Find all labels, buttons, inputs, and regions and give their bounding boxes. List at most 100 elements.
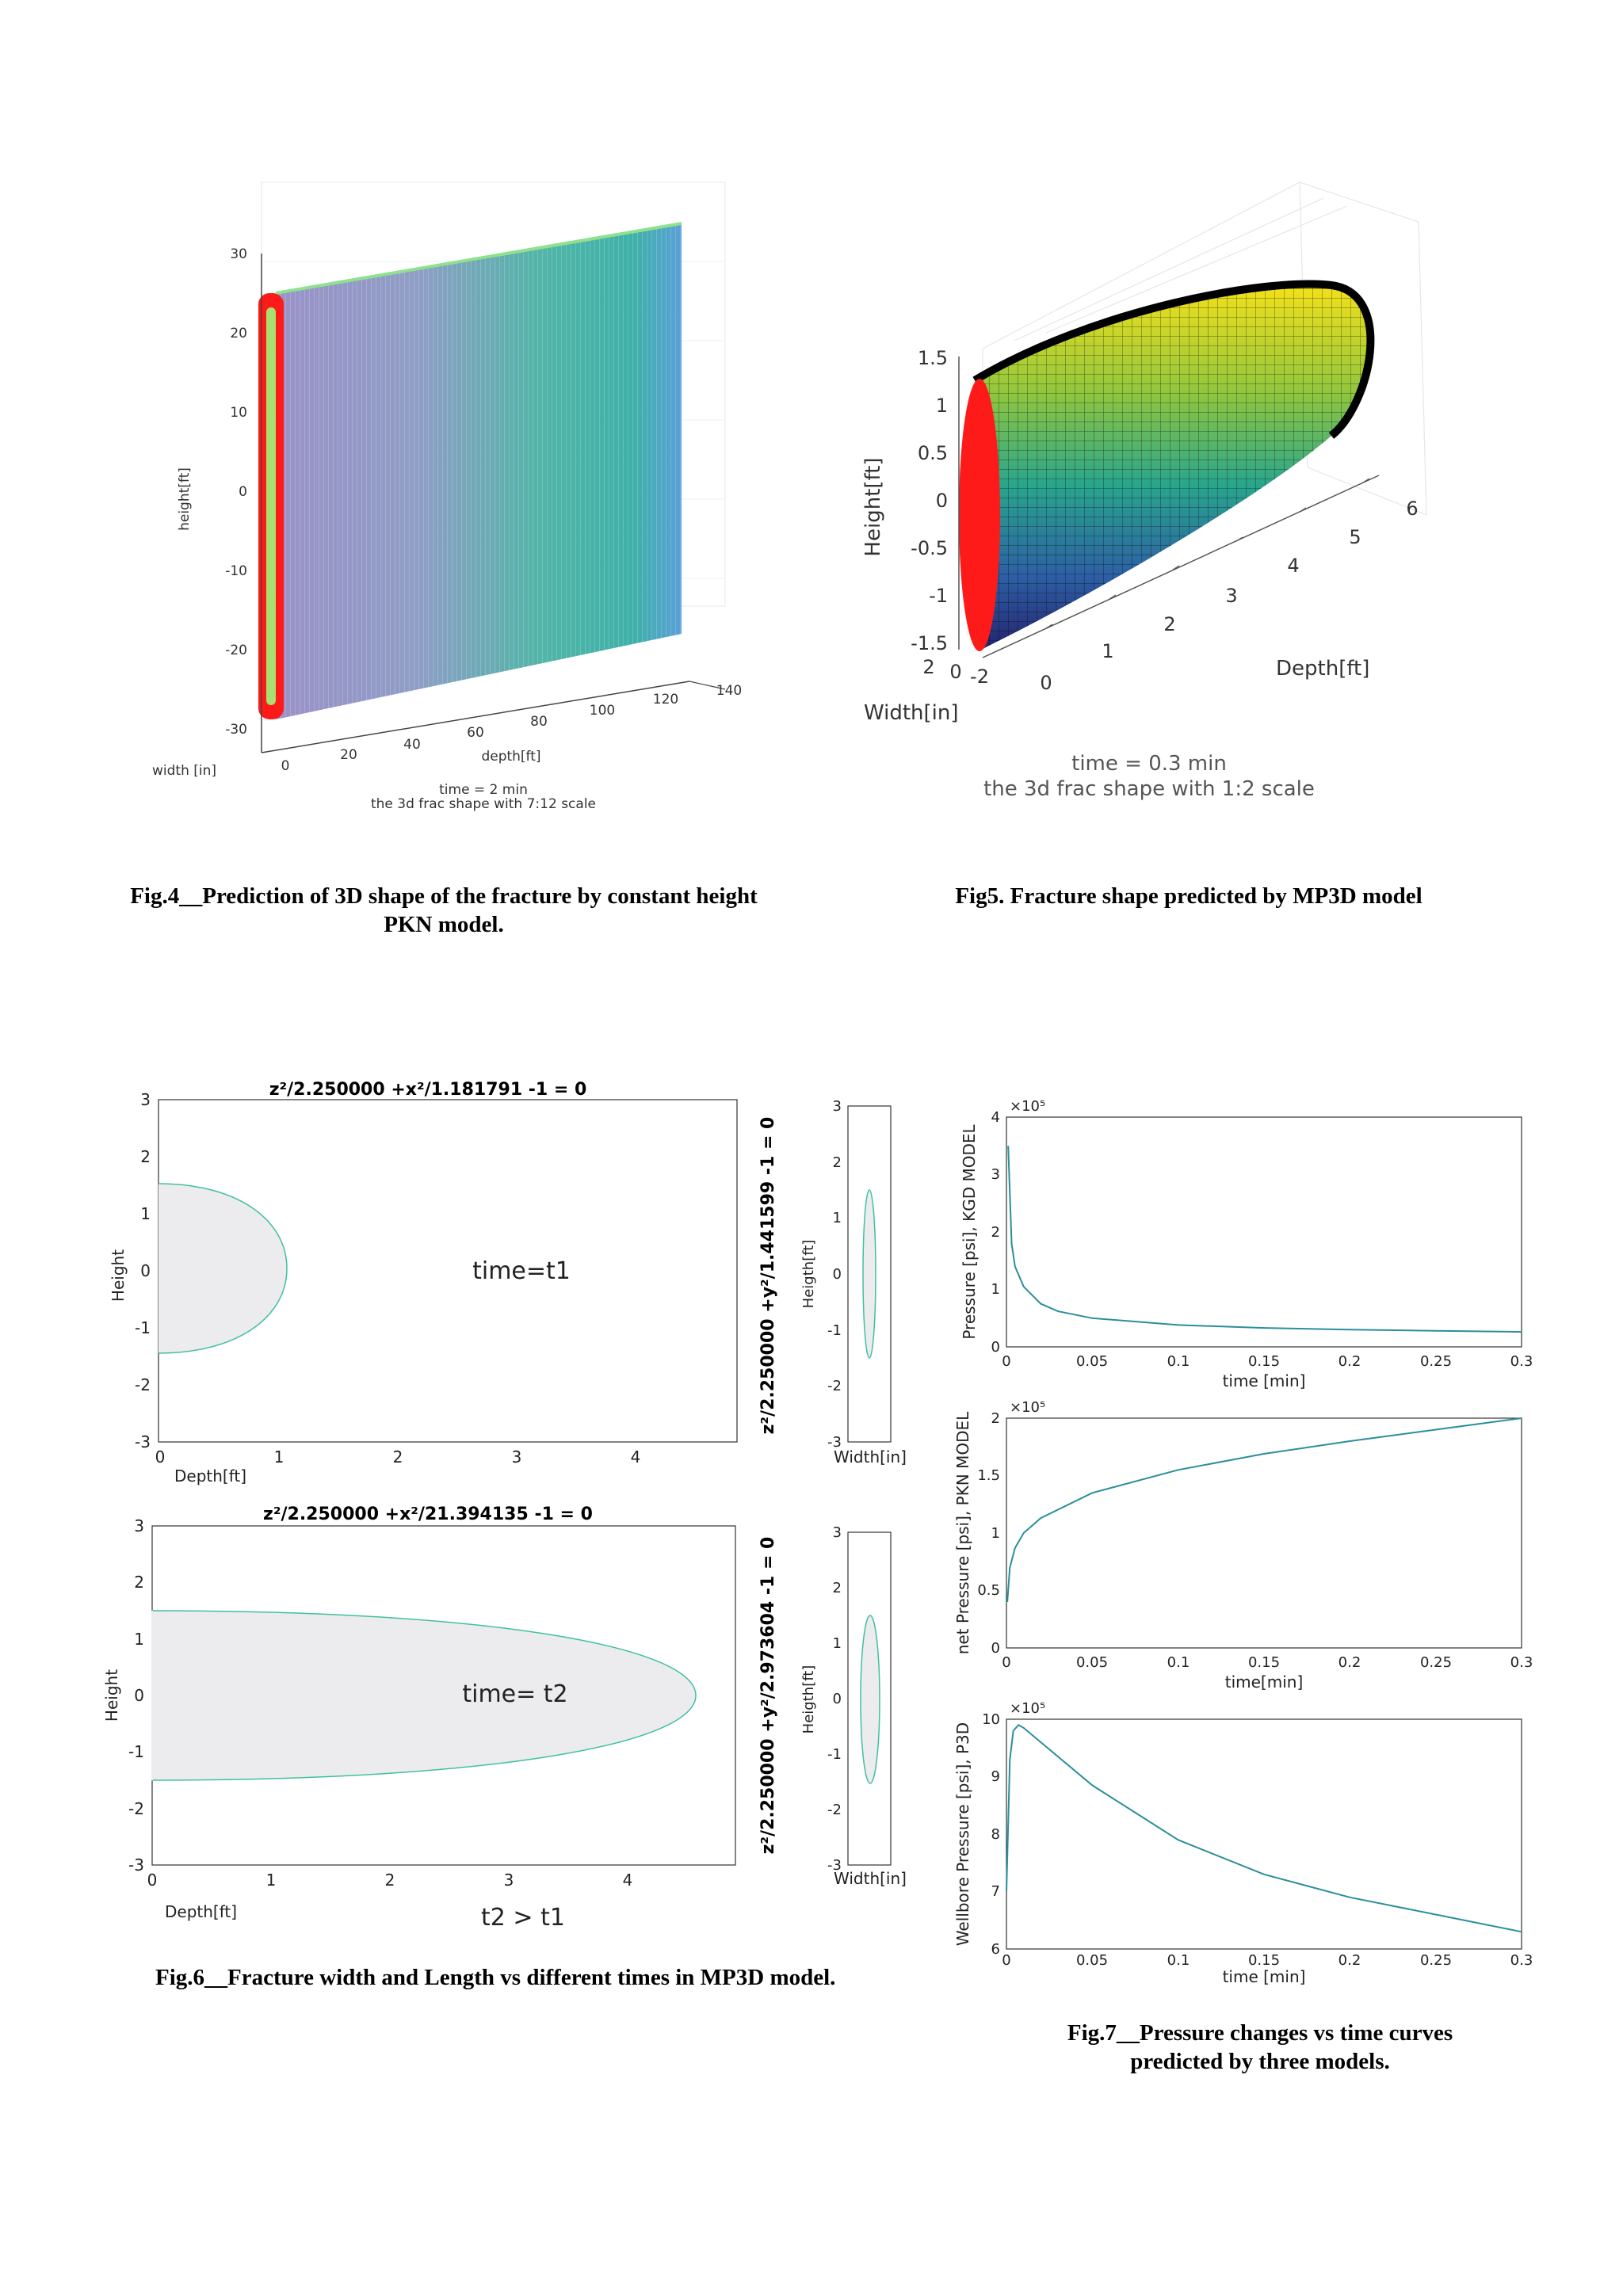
p3d-pressure-line bbox=[1006, 1724, 1522, 1933]
fig4-caption: Fig.4__Prediction of 3D shape of the fra… bbox=[111, 882, 777, 939]
fig7-pressure-vs-time-charts: ×10⁵ Pressure [psi], KGD MODEL time [min… bbox=[953, 1098, 1533, 1986]
x-axis-label: time [min] bbox=[1223, 1967, 1306, 1986]
y-tick: 0 bbox=[833, 1691, 842, 1707]
y-tick: 2 bbox=[833, 1580, 842, 1596]
x-axis-label: Depth[ft] bbox=[165, 1902, 237, 1921]
y-tick: 10 bbox=[982, 1711, 1000, 1728]
y-tick: 3 bbox=[134, 1516, 144, 1535]
scale-note: the 3d frac shape with 7:12 scale bbox=[371, 796, 596, 812]
scale-note: the 3d frac shape with 1:2 scale bbox=[983, 777, 1315, 801]
x-axis-label: time [min] bbox=[1223, 1371, 1306, 1390]
y-tick: 2 bbox=[991, 1410, 1000, 1427]
x-tick: 0 bbox=[1002, 1952, 1010, 1969]
x-tick: 1 bbox=[1102, 640, 1113, 662]
kgd-pressure-line bbox=[1007, 1146, 1522, 1333]
z-tick: 1.5 bbox=[918, 347, 948, 369]
x-tick: 80 bbox=[530, 714, 548, 730]
y-axis-label: Height bbox=[103, 1669, 121, 1722]
x-tick: 0.1 bbox=[1167, 1353, 1190, 1370]
fracture-width-ellipse bbox=[860, 1615, 880, 1784]
y-tick: 2 bbox=[140, 1147, 151, 1166]
exponent-label: ×10⁵ bbox=[1010, 1399, 1045, 1416]
caption-line: Fig.6__Fracture width and Length vs diff… bbox=[155, 1965, 836, 1990]
side-y-axis-label: Heigth[ft] bbox=[800, 1665, 817, 1734]
x-tick: 1 bbox=[274, 1447, 285, 1466]
y-tick: -1 bbox=[827, 1322, 842, 1339]
y-tick: 0 bbox=[949, 661, 961, 683]
x-tick: 0 bbox=[1002, 1353, 1010, 1370]
y-tick: 7 bbox=[991, 1883, 1000, 1900]
x-tick: 3 bbox=[504, 1871, 514, 1890]
y-tick: 3 bbox=[140, 1090, 151, 1109]
z-tick: -1 bbox=[929, 585, 948, 607]
fig5-caption: Fig5. Fracture shape predicted by MP3D m… bbox=[911, 882, 1466, 910]
x-tick: 0.15 bbox=[1248, 1353, 1280, 1370]
fig5-mp3d-3d-plot: 1.5 1 0.5 0 -0.5 -1 -1.5 0 1 2 3 4 5 6 2… bbox=[861, 181, 1427, 801]
x-axis bbox=[982, 475, 1380, 658]
y-tick: 9 bbox=[991, 1768, 1000, 1785]
x-tick: 0 bbox=[281, 758, 290, 774]
y-tick: 3 bbox=[991, 1166, 1000, 1183]
z-tick: -0.5 bbox=[911, 537, 948, 559]
fig4-pkn-3d-plot: 30 20 10 0 -10 -20 -30 0 20 40 60 80 100… bbox=[152, 181, 742, 812]
z-tick: -1.5 bbox=[911, 632, 948, 654]
y-axis-label: Height bbox=[109, 1249, 128, 1302]
caption-line: Fig.4__Prediction of 3D shape of the fra… bbox=[130, 883, 758, 909]
y-tick: 2 bbox=[922, 656, 934, 678]
fracture-width-ellipse bbox=[862, 1189, 876, 1359]
time-annotation: time= t2 bbox=[462, 1680, 567, 1708]
z-tick: 0 bbox=[936, 490, 948, 512]
y-axis-label: Width[in] bbox=[864, 701, 959, 725]
time-annotation: time=t1 bbox=[472, 1257, 571, 1285]
time-note: time = 0.3 min bbox=[1071, 752, 1227, 776]
y-tick: -2 bbox=[970, 666, 989, 688]
x-tick: 0 bbox=[1002, 1654, 1010, 1671]
z-axis-label: height[ft] bbox=[177, 467, 193, 531]
y-axis-label: Wellbore Pressure [psi], P3D bbox=[953, 1722, 972, 1946]
y-tick: 0.5 bbox=[977, 1582, 1000, 1599]
y-tick: 2 bbox=[991, 1224, 1000, 1241]
x-tick: 0.25 bbox=[1420, 1654, 1452, 1671]
z-tick: 10 bbox=[230, 405, 247, 421]
y-tick: 3 bbox=[833, 1524, 842, 1541]
y-tick: 0 bbox=[833, 1266, 842, 1283]
x-tick: 0.05 bbox=[1076, 1952, 1108, 1969]
y-tick: 1 bbox=[991, 1525, 1000, 1542]
x-tick: 0.1 bbox=[1167, 1952, 1190, 1969]
y-tick: 4 bbox=[991, 1109, 1000, 1126]
side-y-axis-label: Heigth[ft] bbox=[800, 1240, 817, 1309]
y-tick: -1 bbox=[827, 1746, 842, 1763]
y-tick: 8 bbox=[991, 1826, 1000, 1843]
y-tick: -1 bbox=[135, 1318, 151, 1337]
x-tick: 0.2 bbox=[1338, 1353, 1361, 1370]
x-tick: 60 bbox=[467, 725, 484, 741]
y-tick: 0 bbox=[140, 1261, 151, 1280]
y-tick: -3 bbox=[827, 1857, 842, 1874]
x-tick: 2 bbox=[1163, 613, 1175, 635]
z-tick: -20 bbox=[225, 643, 247, 658]
y-axis-label: Pressure [psi], KGD MODEL bbox=[960, 1124, 979, 1340]
y-tick: -2 bbox=[135, 1375, 151, 1394]
x-tick: 0 bbox=[155, 1447, 166, 1466]
time-comparison: t2 > t1 bbox=[481, 1904, 565, 1932]
x-tick: 1 bbox=[266, 1871, 277, 1890]
fig6-caption: Fig.6__Fracture width and Length vs diff… bbox=[111, 1963, 948, 1992]
x-tick: 0 bbox=[1040, 672, 1052, 694]
pkn-pressure-line bbox=[1006, 1417, 1522, 1603]
side-plot-title: z²/2.250000 +y²/1.441599 -1 = 0 bbox=[758, 1117, 778, 1435]
z-tick: 30 bbox=[230, 246, 247, 262]
x-tick: 0.3 bbox=[1510, 1654, 1533, 1671]
x-axis bbox=[261, 681, 690, 753]
x-tick: 0.05 bbox=[1076, 1654, 1108, 1671]
x-tick: 0.05 bbox=[1076, 1353, 1108, 1370]
exponent-label: ×10⁵ bbox=[1010, 1700, 1045, 1717]
x-tick: 120 bbox=[653, 692, 678, 707]
p3d-axes bbox=[1006, 1718, 1522, 1950]
y-tick: 1 bbox=[833, 1210, 842, 1226]
y-tick: 1 bbox=[833, 1635, 842, 1652]
x-tick: 100 bbox=[590, 703, 615, 719]
y-tick: 1 bbox=[991, 1281, 1000, 1298]
y-axis-label: net Pressure [psi], PKN MODEL bbox=[953, 1411, 972, 1654]
x-tick: 4 bbox=[1287, 555, 1299, 577]
plot-title: z²/2.250000 +x²/1.181791 -1 = 0 bbox=[269, 1080, 587, 1100]
